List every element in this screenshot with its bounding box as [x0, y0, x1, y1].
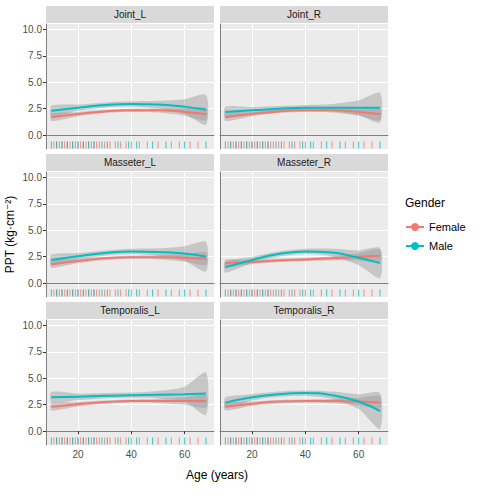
svg-text:2.5: 2.5	[28, 103, 42, 114]
svg-text:PPT (kg·cm⁻²): PPT (kg·cm⁻²)	[3, 196, 17, 273]
svg-text:7.5: 7.5	[28, 346, 42, 357]
svg-text:60: 60	[353, 449, 365, 460]
svg-text:Male: Male	[429, 240, 453, 252]
svg-text:10.0: 10.0	[23, 320, 43, 331]
svg-text:5.0: 5.0	[28, 77, 42, 88]
svg-text:0.0: 0.0	[28, 130, 42, 141]
svg-text:Masseter_L: Masseter_L	[104, 157, 157, 168]
svg-text:20: 20	[246, 449, 258, 460]
svg-text:40: 40	[126, 449, 138, 460]
svg-text:Joint_R: Joint_R	[287, 9, 321, 20]
svg-text:10.0: 10.0	[23, 172, 43, 183]
svg-text:20: 20	[72, 449, 84, 460]
svg-text:Temporalis_L: Temporalis_L	[100, 305, 160, 316]
svg-text:Temporalis_R: Temporalis_R	[273, 305, 334, 316]
svg-text:5.0: 5.0	[28, 373, 42, 384]
svg-text:Gender: Gender	[405, 196, 445, 210]
svg-text:Female: Female	[429, 221, 466, 233]
svg-text:2.5: 2.5	[28, 251, 42, 262]
svg-text:7.5: 7.5	[28, 198, 42, 209]
svg-text:0.0: 0.0	[28, 278, 42, 289]
svg-text:2.5: 2.5	[28, 399, 42, 410]
svg-text:0.0: 0.0	[28, 426, 42, 437]
svg-text:60: 60	[179, 449, 191, 460]
svg-text:5.0: 5.0	[28, 225, 42, 236]
svg-text:40: 40	[300, 449, 312, 460]
svg-text:Age (years): Age (years)	[186, 468, 248, 482]
svg-text:Joint_L: Joint_L	[114, 9, 147, 20]
svg-text:10.0: 10.0	[23, 24, 43, 35]
svg-text:7.5: 7.5	[28, 50, 42, 61]
svg-text:Masseter_R: Masseter_R	[277, 157, 331, 168]
